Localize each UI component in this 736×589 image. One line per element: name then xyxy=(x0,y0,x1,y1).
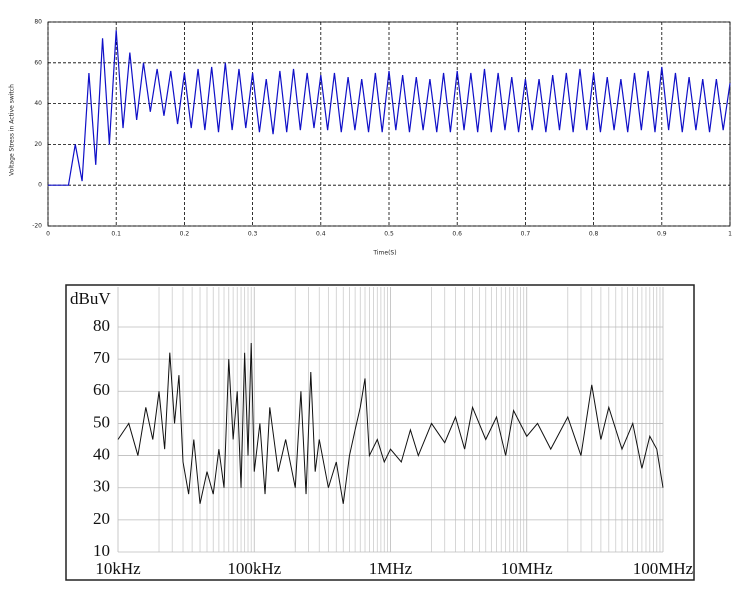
x-tick-label: 0.8 xyxy=(589,231,599,238)
y-tick-label: 20 xyxy=(34,141,42,148)
data-line xyxy=(48,30,731,186)
x-tick-label: 0.7 xyxy=(521,231,531,238)
y-tick-label: 30 xyxy=(93,477,110,496)
y-tick-label: 60 xyxy=(93,380,110,399)
x-axis-label: Time(S) xyxy=(372,250,396,257)
x-tick-label: 0.6 xyxy=(452,231,462,238)
y-tick-label: 40 xyxy=(93,444,110,463)
frame xyxy=(65,284,695,581)
x-tick-label: 0 xyxy=(46,231,50,238)
y-tick-label: 60 xyxy=(34,59,42,66)
x-tick-label: 0.1 xyxy=(111,231,121,238)
x-tick-label: 0.5 xyxy=(384,231,394,238)
data-line xyxy=(117,343,664,504)
x-tick-label: 0.4 xyxy=(316,231,326,238)
x-tick-label: 0.9 xyxy=(657,231,667,238)
x-tick-label: 1 xyxy=(728,231,732,238)
x-tick-label: 10kHz xyxy=(95,559,141,578)
x-tick-label: 100MHz xyxy=(633,559,694,578)
x-tick-label: 0.3 xyxy=(248,231,258,238)
y-tick-label: 40 xyxy=(34,100,42,107)
x-tick-label: 10MHz xyxy=(501,559,553,578)
x-tick-label: 100kHz xyxy=(227,559,281,578)
x-tick-label: 0.2 xyxy=(180,231,190,238)
y-tick-label: 50 xyxy=(93,412,110,431)
y-tick-label: -20 xyxy=(32,223,42,230)
y-tick-label: 10 xyxy=(93,541,110,560)
y-axis-label: Voltage Stress in Active switch xyxy=(9,84,16,176)
y-axis-label: dBuV xyxy=(70,289,111,308)
y-tick-label: 80 xyxy=(34,19,42,26)
y-tick-label: 0 xyxy=(38,182,42,189)
y-tick-label: 70 xyxy=(93,348,110,367)
x-tick-label: 1MHz xyxy=(369,559,413,578)
y-tick-label: 80 xyxy=(93,316,110,335)
y-tick-label: 20 xyxy=(93,509,110,528)
